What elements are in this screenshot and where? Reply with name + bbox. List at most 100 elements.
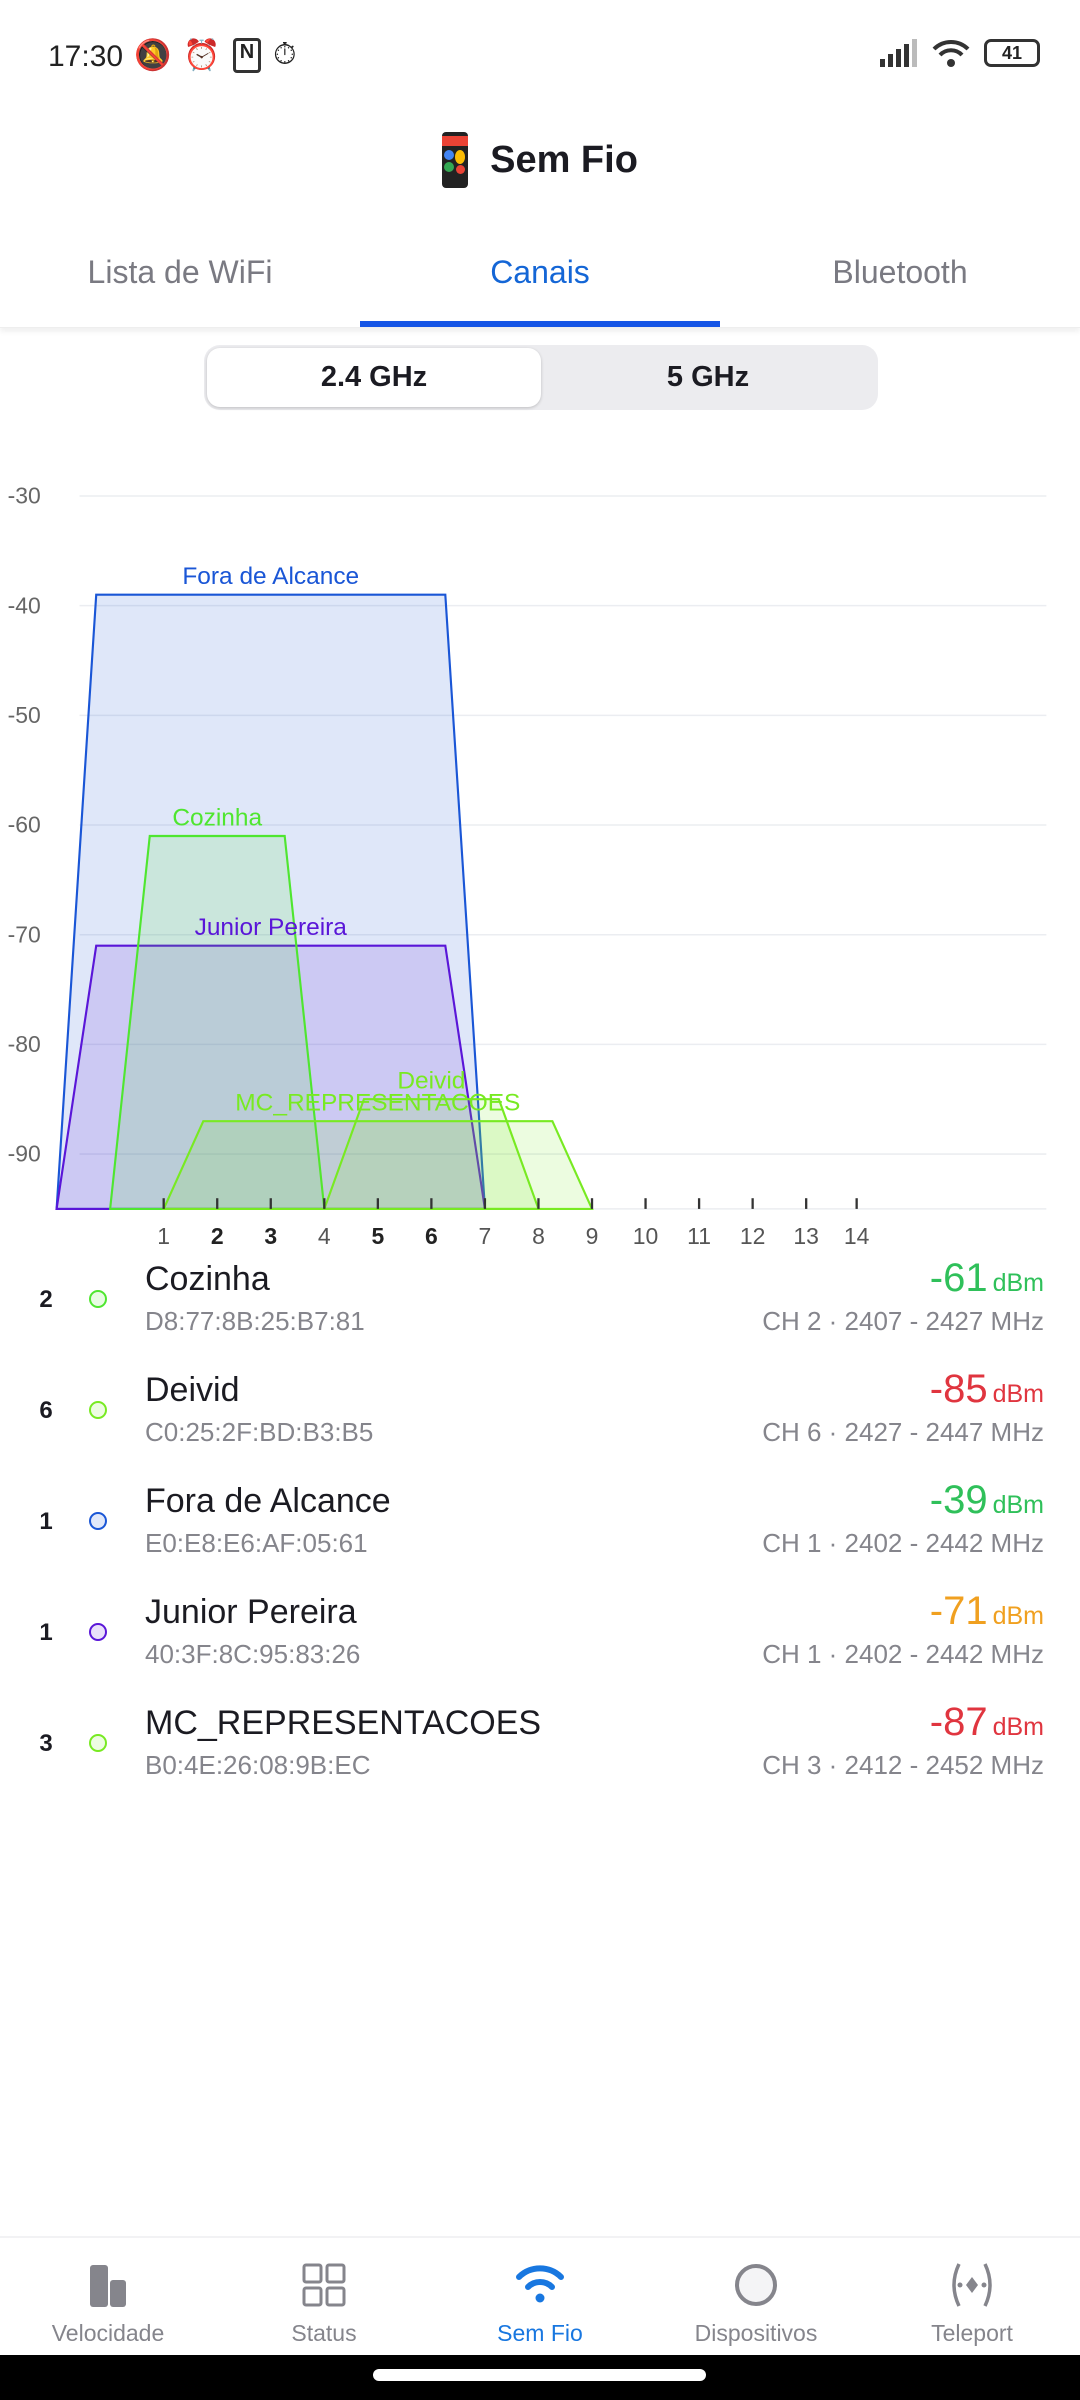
network-frequency: CH 3 · 2412 - 2452 MHz (762, 1750, 1044, 1780)
y-tick-label: -60 (8, 812, 41, 838)
alarm-icon: ⏰ (183, 39, 221, 72)
network-row[interactable]: 1 Junior Pereira 40:3F:8C:95:83:26 -71 dB… (0, 1583, 1080, 1694)
band-5ghz-button[interactable]: 5 GHz (666, 361, 750, 393)
series-label: MC_REPRESENTACOES (235, 1089, 520, 1116)
tab-wifi-list[interactable]: Lista de WiFi (87, 254, 273, 290)
signal-strength: -61 dBm (930, 1256, 1044, 1301)
nav-velocidade[interactable]: Velocidade (0, 2238, 216, 2355)
x-tick-label: 10 (633, 1223, 659, 1249)
nav-label: Dispositivos (694, 2320, 818, 2346)
alarm-clock-icon: ⏱ (273, 38, 297, 71)
y-tick-label: -90 (8, 1141, 41, 1167)
signal-strength: -85 dBm (930, 1367, 1044, 1412)
signal-unit: dBm (992, 1380, 1044, 1408)
network-name: Deivid (145, 1371, 240, 1409)
page-title: Sem Fio (490, 138, 638, 181)
tab-channels[interactable]: Canais (360, 230, 720, 327)
signal-value: -87 (929, 1700, 988, 1744)
series-label: Junior Pereira (195, 914, 348, 941)
network-mac: E0:E8:E6:AF:05:61 (145, 1528, 368, 1558)
network-mac: D8:77:8B:25:B7:81 (145, 1306, 365, 1336)
nfc-icon: N (232, 38, 262, 73)
network-mac: B0:4E:26:08:9B:EC (145, 1750, 371, 1780)
network-row[interactable]: 2 Cozinha D8:77:8B:25:B7:81 -61 dBm CH 2 … (0, 1250, 1080, 1361)
circle-icon (735, 2264, 777, 2306)
network-color-dot (89, 1290, 107, 1308)
series-label: Fora de Alcance (182, 563, 359, 590)
signal-value: -85 (929, 1367, 988, 1411)
network-frequency: CH 1 · 2402 - 2442 MHz (762, 1639, 1044, 1669)
nav-label: Teleport (931, 2320, 1013, 2346)
nav-dispositivos[interactable]: Dispositivos (648, 2238, 864, 2355)
x-tick-label: 11 (687, 1223, 711, 1249)
y-tick-label: -50 (8, 702, 41, 728)
channel-number: 6 (39, 1397, 53, 1424)
signal-unit: dBm (992, 1602, 1044, 1630)
status-time: 17:30 (48, 40, 124, 73)
network-name: Fora de Alcance (145, 1482, 391, 1520)
network-row[interactable]: 3 MC_REPRESENTACOES B0:4E:26:08:9B:EC -8… (0, 1694, 1080, 1805)
band-2-4ghz-button[interactable]: 2.4 GHz (207, 348, 541, 407)
network-color-dot (89, 1734, 107, 1752)
nav-label: Velocidade (51, 2320, 165, 2346)
series-label: Deivid (397, 1068, 465, 1095)
network-row[interactable]: 1 Fora de Alcance E0:E8:E6:AF:05:61 -39 d… (0, 1472, 1080, 1583)
channel-chart: -30 -40 -50 -60 -70 -80 -90 Fora de Alcance Juni… (8, 483, 1047, 1249)
speed-bars-icon (90, 2265, 126, 2307)
network-frequency: CH 2 · 2407 - 2427 MHz (762, 1306, 1044, 1336)
signal-value: -61 (929, 1256, 988, 1300)
x-tick-label: 6 (425, 1223, 438, 1249)
y-tick-label: -70 (8, 921, 41, 947)
channel-number: 3 (39, 1730, 53, 1757)
x-tick-label: 13 (793, 1223, 819, 1249)
x-tick-label: 12 (740, 1223, 766, 1249)
channel-number: 1 (39, 1619, 53, 1646)
network-list: 2 Cozinha D8:77:8B:25:B7:81 -61 dBm CH 2 … (0, 1250, 1080, 1805)
x-tick-label: 1 (157, 1223, 170, 1249)
grid-icon (302, 2263, 346, 2307)
tab-bar: Lista de WiFi Canais Bluetooth (0, 230, 1080, 328)
nav-label: Sem Fio (497, 2320, 583, 2346)
y-tick-label: -30 (8, 483, 41, 509)
home-indicator[interactable] (373, 2369, 706, 2381)
tab-bluetooth[interactable]: Bluetooth (832, 254, 968, 290)
app-phone-icon (442, 132, 469, 188)
nav-teleport[interactable]: Teleport (864, 2238, 1080, 2355)
y-tick-label: -40 (8, 592, 41, 618)
signal-unit: dBm (992, 1269, 1044, 1297)
wifi-icon (516, 2265, 564, 2303)
system-nav-bar (0, 2355, 1080, 2400)
signal-icon (880, 39, 917, 67)
wifi-icon (932, 39, 970, 67)
app-header: Sem Fio (0, 120, 1080, 200)
x-tick-label: 3 (264, 1223, 277, 1249)
network-mac: C0:25:2F:BD:B3:B5 (145, 1417, 374, 1447)
x-tick-label: 9 (586, 1223, 599, 1249)
network-color-dot (89, 1401, 107, 1419)
nav-sem-fio[interactable]: Sem Fio (432, 2238, 648, 2355)
x-tick-label: 4 (318, 1223, 331, 1249)
x-tick-label: 7 (479, 1223, 492, 1249)
series-label: Cozinha (172, 804, 262, 831)
network-frequency: CH 6 · 2427 - 2447 MHz (762, 1417, 1044, 1447)
network-frequency: CH 1 · 2402 - 2442 MHz (762, 1528, 1044, 1558)
network-mac: 40:3F:8C:95:83:26 (145, 1639, 361, 1669)
x-tick-label: 5 (371, 1223, 384, 1249)
x-tick-label: 2 (211, 1223, 224, 1249)
mute-icon: 🔕 (134, 39, 172, 72)
nav-status[interactable]: Status (216, 2238, 432, 2355)
band-selector: 2.4 GHz 5 GHz (204, 345, 878, 410)
channel-number: 1 (39, 1508, 53, 1535)
battery-icon: 41 (984, 39, 1040, 67)
signal-value: -39 (929, 1478, 988, 1522)
signal-strength: -39 dBm (930, 1478, 1044, 1523)
channel-number: 2 (39, 1286, 53, 1313)
signal-unit: dBm (992, 1491, 1044, 1519)
signal-strength: -71 dBm (930, 1589, 1044, 1634)
network-row[interactable]: 6 Deivid C0:25:2F:BD:B3:B5 -85 dBm CH 6 ·… (0, 1361, 1080, 1472)
network-color-dot (89, 1512, 107, 1530)
signal-trapezoid (322, 1098, 540, 1210)
network-name: MC_REPRESENTACOES (145, 1704, 542, 1742)
x-tick-label: 8 (532, 1223, 545, 1249)
x-tick-label: 14 (844, 1223, 870, 1249)
